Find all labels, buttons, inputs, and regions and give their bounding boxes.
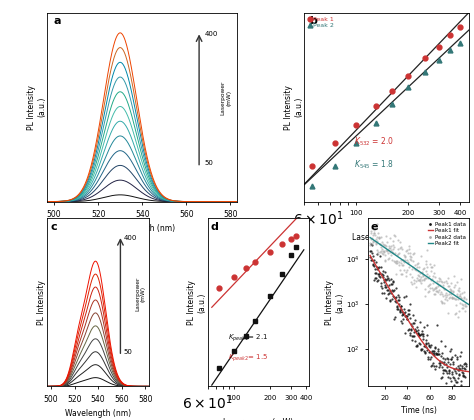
Line: Peak 1: Peak 1 [309, 24, 463, 168]
Peak 2 [406, 84, 411, 89]
Text: $K_{545}$ = 1.8: $K_{545}$ = 1.8 [354, 159, 394, 171]
Peak 1 [457, 24, 463, 29]
Peak 1 [389, 88, 394, 93]
Peak 1 [354, 123, 359, 128]
Text: 400: 400 [123, 235, 137, 241]
Legend: Peak 1, Peak 2: Peak 1, Peak 2 [308, 16, 335, 29]
Peak 2 [373, 120, 379, 125]
Y-axis label: PL Intensity
(a.u.): PL Intensity (a.u.) [283, 85, 303, 129]
Text: c: c [50, 222, 57, 232]
Peak 2 [457, 40, 463, 45]
Y-axis label: PL Intensity
(a.u.): PL Intensity (a.u.) [27, 85, 46, 129]
Peak 2 [447, 48, 453, 53]
X-axis label: Time (ns): Time (ns) [401, 406, 437, 415]
Text: e: e [371, 222, 378, 232]
Peak 1 [422, 56, 428, 61]
Text: $K_{peak1}$= 2.1: $K_{peak1}$= 2.1 [228, 332, 268, 344]
Y-axis label: PL Intensity: PL Intensity [37, 280, 46, 325]
X-axis label: Laser power (mW): Laser power (mW) [352, 233, 422, 242]
Line: Peak 2: Peak 2 [309, 41, 463, 188]
Text: 400: 400 [205, 32, 218, 37]
Peak 2 [422, 69, 428, 74]
Peak 1 [406, 73, 411, 78]
Text: d: d [210, 222, 219, 232]
Text: $K_{532}$ = 2.0: $K_{532}$ = 2.0 [354, 136, 394, 148]
Peak 2 [436, 57, 442, 62]
Peak 1 [447, 33, 453, 38]
X-axis label: Laser power (mW): Laser power (mW) [223, 418, 293, 420]
Legend: Peak1 data, Peak1 fit, Peak2 data, Peak2 fit: Peak1 data, Peak1 fit, Peak2 data, Peak2… [427, 221, 466, 247]
Y-axis label: PL Intensity
(a.u.): PL Intensity (a.u.) [187, 280, 206, 325]
Y-axis label: PL Intensity
(a.u.): PL Intensity (a.u.) [325, 280, 344, 325]
Text: 50: 50 [123, 349, 132, 355]
Peak 2 [389, 102, 394, 107]
Text: Laserpower
(mW): Laserpower (mW) [220, 81, 231, 115]
Peak 1 [309, 163, 314, 168]
Peak 2 [354, 140, 359, 145]
X-axis label: Wavelength (nm): Wavelength (nm) [65, 409, 131, 418]
Peak 1 [373, 103, 379, 108]
Peak 1 [332, 140, 337, 145]
Text: Laserpower
(mW): Laserpower (mW) [135, 277, 146, 311]
Text: a: a [53, 16, 61, 26]
Peak 2 [309, 183, 314, 188]
X-axis label: Wavelength (nm): Wavelength (nm) [109, 224, 175, 234]
Peak 2 [332, 163, 337, 168]
Text: b: b [310, 16, 317, 26]
Peak 1 [436, 44, 442, 49]
Text: $K_{peak2}$= 1.5: $K_{peak2}$= 1.5 [228, 352, 268, 364]
Text: 50: 50 [205, 160, 214, 166]
